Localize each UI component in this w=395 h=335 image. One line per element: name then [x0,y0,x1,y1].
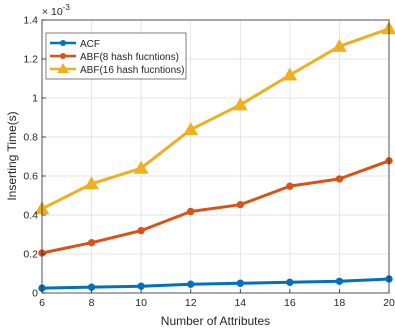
x-tick-label: 12 [185,297,197,309]
y-tick-label: 0.2 [23,249,38,261]
data-point [138,227,144,233]
y-tick-label: 0.6 [23,171,38,183]
legend: ACF ABF(8 hash fucntions) ABF(16 hash fu… [46,33,186,79]
y-tick-label: 0 [32,288,38,300]
data-point [188,208,194,214]
x-tick-label: 6 [39,297,45,309]
x-tick-label: 10 [135,297,147,309]
y-tick-label: 0.4 [23,210,38,222]
data-point [287,279,293,285]
legend-label-acf: ACF [80,39,100,50]
data-point [138,283,144,289]
legend-marker-acf [60,40,66,46]
legend-label-abf16: ABF(16 hash fucntions) [80,65,185,76]
x-tick-label: 16 [284,297,296,309]
x-axis-label: Number of Attributes [161,314,270,328]
legend-marker-abf8 [60,53,66,59]
data-point [287,183,293,189]
y-tick-label: 1.4 [23,15,38,27]
y-axis-label: Inserting Time(s) [5,111,19,200]
exponent-label: × 10-3 [42,3,70,18]
y-tick-label: 0.8 [23,132,38,144]
data-point [336,278,342,284]
x-tick-label: 14 [234,297,246,309]
data-point [188,281,194,287]
data-point [237,280,243,286]
data-point [336,176,342,182]
x-tick-label: 8 [89,297,95,309]
data-point [88,239,94,245]
y-tick-label: 1 [32,93,38,105]
data-point [237,201,243,207]
legend-label-abf8: ABF(8 hash fucntions) [80,52,179,63]
x-tick-label: 18 [334,297,346,309]
x-tick-label: 20 [383,297,395,309]
y-tick-label: 1.2 [23,54,38,66]
